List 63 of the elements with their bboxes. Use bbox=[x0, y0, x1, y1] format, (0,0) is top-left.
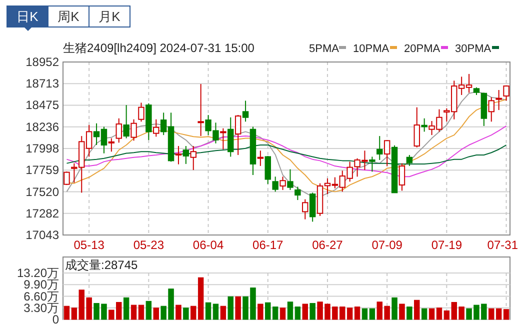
y-tick-label: 18952 bbox=[26, 55, 60, 69]
y-tick-label: 17759 bbox=[26, 163, 60, 178]
candlestick bbox=[228, 116, 234, 158]
candlestick bbox=[250, 126, 256, 176]
bar bbox=[212, 304, 219, 320]
y-tick-label: 0 bbox=[52, 312, 60, 326]
bar bbox=[220, 306, 226, 320]
candlestick bbox=[496, 90, 502, 111]
y-tick-label: 9.90万 bbox=[24, 278, 59, 292]
bar bbox=[280, 308, 286, 320]
x-tick-label: 07-09 bbox=[372, 238, 403, 252]
y-tick-label: 17520 bbox=[26, 184, 60, 199]
x-tick-label: 06-27 bbox=[312, 238, 344, 252]
candlestick bbox=[198, 84, 204, 137]
bar bbox=[406, 306, 412, 320]
candlestick bbox=[175, 146, 182, 165]
bar bbox=[146, 300, 152, 320]
chart-title: 生猪2409[lh2409] 2024-07-31 15:00 bbox=[63, 41, 255, 55]
x-tick-label: 07-31 bbox=[487, 238, 518, 252]
legend-label: 5PMA bbox=[309, 43, 340, 55]
bar bbox=[392, 297, 398, 320]
text: 日K bbox=[16, 9, 39, 24]
x-tick-label: 05-13 bbox=[74, 238, 105, 252]
bar bbox=[138, 304, 144, 320]
x-tick-label: 07-19 bbox=[431, 238, 462, 252]
y-tick-label: 18236 bbox=[26, 120, 60, 134]
x-tick-label: 06-04 bbox=[192, 238, 224, 252]
legend-label: 10PMA bbox=[353, 43, 390, 55]
candlestick bbox=[376, 136, 383, 160]
bar bbox=[302, 304, 308, 320]
chart-title: 成交量:28745 bbox=[65, 258, 138, 272]
text: 周K bbox=[58, 9, 80, 24]
y-tick-label: 18475 bbox=[26, 98, 60, 112]
bar bbox=[235, 296, 241, 320]
y-tick-label: 3.30万 bbox=[24, 300, 59, 315]
legend-label: 30PMA bbox=[455, 43, 492, 55]
bar bbox=[428, 308, 435, 320]
x-tick-label: 05-23 bbox=[133, 238, 164, 252]
bar bbox=[205, 302, 212, 320]
bar bbox=[228, 296, 234, 320]
bar bbox=[421, 308, 428, 320]
bar bbox=[123, 297, 130, 320]
x-tick-label: 06-17 bbox=[252, 238, 284, 252]
y-tick-label: 17998 bbox=[26, 141, 60, 156]
bar bbox=[414, 300, 420, 320]
candlestick bbox=[190, 146, 196, 171]
y-tick-label: 13.20万 bbox=[16, 266, 59, 280]
y-tick-label: 18713 bbox=[26, 76, 60, 91]
bar bbox=[258, 304, 264, 320]
bar bbox=[176, 304, 182, 320]
candlestick bbox=[294, 186, 301, 201]
bar bbox=[130, 304, 137, 320]
bar bbox=[153, 308, 159, 320]
candlestick bbox=[421, 118, 428, 132]
bar bbox=[310, 303, 316, 320]
text: 月K bbox=[98, 9, 121, 24]
y-tick-label: 6.60万 bbox=[24, 289, 59, 304]
y-tick-label: 17282 bbox=[26, 206, 60, 220]
candlestick bbox=[369, 156, 376, 172]
bar bbox=[399, 304, 405, 320]
legend-label: 20PMA bbox=[404, 43, 441, 55]
bar bbox=[183, 308, 189, 320]
y-tick-label: 17043 bbox=[26, 228, 60, 242]
